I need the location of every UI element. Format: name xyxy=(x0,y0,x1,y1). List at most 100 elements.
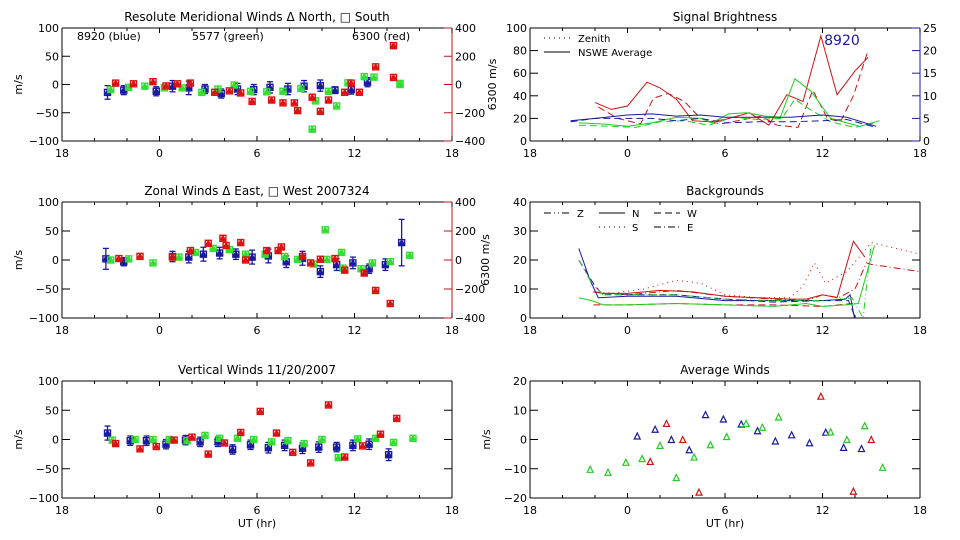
x-tick-label: 6 xyxy=(722,504,729,517)
data-point-marker xyxy=(264,443,273,451)
series-line xyxy=(578,98,875,128)
y-tick-label: 0 xyxy=(52,254,59,267)
data-point xyxy=(662,419,671,428)
data-point-marker xyxy=(324,96,333,103)
y-tick-label: −20 xyxy=(504,492,527,505)
y2-tick-label: 10 xyxy=(923,90,937,103)
data-point-marker xyxy=(107,256,115,263)
y-tick-label: 80 xyxy=(513,45,527,58)
data-point-marker xyxy=(248,253,256,260)
y-tick-label: 30 xyxy=(513,225,527,238)
data-point-marker xyxy=(354,435,362,442)
data-point-marker xyxy=(241,250,250,257)
series-line xyxy=(578,259,856,318)
y2-tick-label: 400 xyxy=(455,196,476,209)
data-point-marker xyxy=(355,88,364,95)
series-annotation: 8920 (blue) xyxy=(77,30,141,43)
data-point xyxy=(695,487,703,496)
data-point-marker xyxy=(131,435,139,442)
data-point-marker xyxy=(384,450,393,458)
series-line xyxy=(578,242,872,318)
chart-title: Signal Brightness xyxy=(673,10,778,24)
data-point-marker xyxy=(136,252,144,259)
data-point-marker xyxy=(228,445,237,452)
data-point-marker xyxy=(393,414,401,421)
y-tick-label: 10 xyxy=(513,283,527,296)
data-point-marker xyxy=(308,93,316,100)
data-point-marker xyxy=(196,438,204,445)
data-point-marker xyxy=(111,439,120,446)
data-point-marker xyxy=(198,88,206,95)
data-point-marker xyxy=(323,255,331,262)
data-point-marker xyxy=(332,102,341,109)
y2-tick-label: 0 xyxy=(455,79,462,92)
data-point xyxy=(774,412,783,421)
data-point-marker xyxy=(389,438,398,445)
data-point-marker xyxy=(332,443,341,450)
data-point-marker xyxy=(263,88,271,95)
data-point-marker xyxy=(282,257,290,265)
data-point-marker xyxy=(241,256,250,263)
data-point-marker xyxy=(185,84,193,91)
data-point-marker xyxy=(222,241,230,248)
data-point xyxy=(706,440,715,449)
y2-tick-label: 25 xyxy=(923,22,937,35)
x-tick-label: 6 xyxy=(254,147,261,160)
x-tick-label: 12 xyxy=(816,147,830,160)
data-point-marker xyxy=(175,253,183,260)
data-point xyxy=(672,473,681,482)
data-point-marker xyxy=(248,97,256,104)
data-point-marker xyxy=(188,433,196,440)
legend-label: S xyxy=(632,223,638,234)
data-point xyxy=(860,421,869,430)
series-annotation: 6300 (red) xyxy=(352,30,410,43)
series-line xyxy=(593,242,920,299)
series-line xyxy=(578,248,855,318)
data-point-marker xyxy=(185,253,193,260)
panel-meridional: Resolute Meridional Winds Δ North, □ Sou… xyxy=(12,10,499,160)
y-tick-label: 100 xyxy=(38,22,59,35)
x-tick-label: 18 xyxy=(523,324,537,337)
y-tick-label: −100 xyxy=(29,312,59,325)
data-point-marker xyxy=(389,73,398,80)
data-point-marker xyxy=(170,436,178,443)
data-point-marker xyxy=(152,87,160,94)
data-point-marker xyxy=(267,96,276,103)
data-point-marker xyxy=(337,248,346,255)
data-point-marker xyxy=(298,444,307,451)
data-point-marker xyxy=(331,254,339,261)
chart-title: Average Winds xyxy=(680,363,770,377)
data-point-marker xyxy=(306,259,315,266)
x-tick-label: 18 xyxy=(55,504,69,517)
plot-area xyxy=(102,218,414,308)
y2-tick-label: 15 xyxy=(923,67,937,80)
data-point-marker xyxy=(316,267,325,275)
y-tick-label: 20 xyxy=(513,375,527,388)
data-point-marker xyxy=(318,435,326,442)
chart-title: Resolute Meridional Winds Δ North, □ Sou… xyxy=(124,10,390,24)
legend-label: Z xyxy=(577,209,584,220)
data-point-marker xyxy=(406,251,414,258)
y-tick-label: 0 xyxy=(520,135,527,148)
data-point xyxy=(701,410,710,419)
y-tick-label: 100 xyxy=(38,375,59,388)
data-point-marker xyxy=(279,99,287,106)
x-tick-label: 12 xyxy=(816,324,830,337)
data-point-marker xyxy=(316,107,325,114)
series-line xyxy=(570,117,877,128)
data-point-marker xyxy=(371,63,380,70)
plot-area xyxy=(578,240,920,318)
data-point-marker xyxy=(217,89,225,96)
data-point xyxy=(604,467,612,476)
data-point-marker xyxy=(204,450,212,457)
data-point-marker xyxy=(246,87,255,94)
x-tick-label: 18 xyxy=(913,324,927,337)
y-axis-label: m/s xyxy=(12,250,25,270)
x-tick-label: 18 xyxy=(913,147,927,160)
x-tick-label: 0 xyxy=(624,324,631,337)
data-point xyxy=(621,457,630,466)
y-tick-label: 50 xyxy=(45,225,59,238)
data-point-marker xyxy=(237,89,245,96)
x-tick-label: 18 xyxy=(445,504,459,517)
